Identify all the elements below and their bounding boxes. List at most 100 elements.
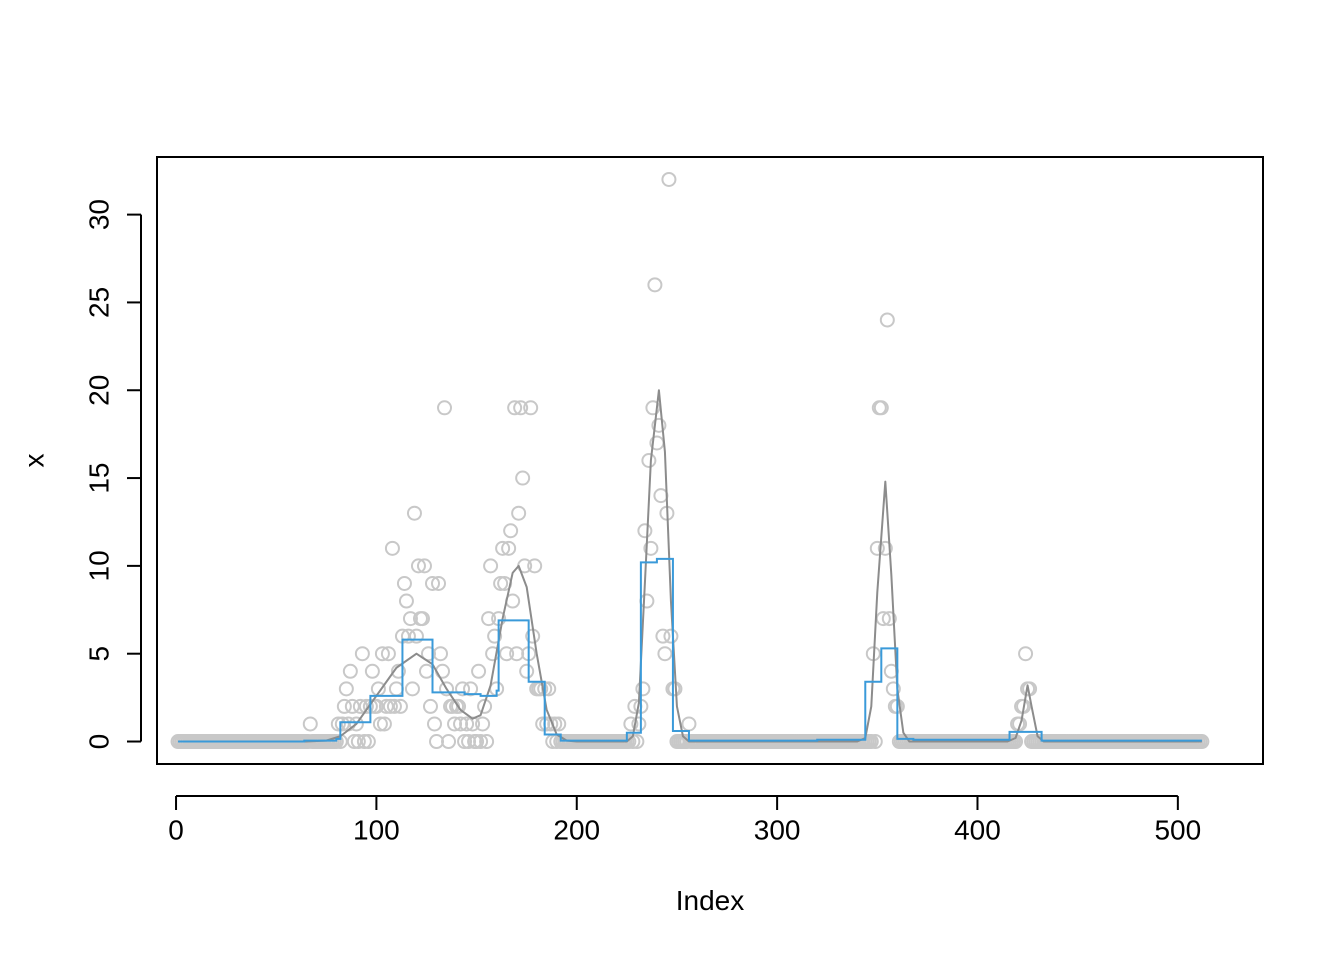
smooth-fit-line: [178, 389, 1202, 743]
y-tick-label: 30: [83, 199, 114, 230]
data-point: [372, 716, 388, 732]
data-point: [378, 698, 394, 714]
data-point: [356, 734, 372, 750]
data-point: [635, 681, 651, 697]
step-fit-line: [178, 557, 1202, 743]
data-point: [681, 716, 697, 732]
data-point: [515, 470, 531, 486]
data-point: [623, 716, 639, 732]
data-points: [170, 171, 1210, 750]
data-point: [408, 628, 424, 644]
data-point: [663, 628, 679, 644]
data-point: [396, 575, 412, 591]
data-point: [427, 716, 442, 732]
data-point: [384, 540, 400, 556]
y-axis: 0 5 10 15 20 25 30: [83, 199, 142, 750]
data-point: [425, 575, 440, 591]
y-tick-label: 0: [83, 734, 114, 750]
data-point: [439, 681, 455, 697]
data-point: [661, 171, 677, 187]
data-point: [302, 716, 318, 732]
data-point: [867, 734, 883, 750]
data-point: [386, 698, 402, 714]
plot-frame: [156, 156, 1264, 765]
data-point: [501, 540, 517, 556]
data-point: [465, 716, 481, 732]
y-tick-label: 10: [83, 550, 114, 581]
data-point: [477, 698, 493, 714]
data-point: [475, 716, 491, 732]
data-point: [655, 628, 671, 644]
data-point: [336, 698, 352, 714]
data-point: [493, 575, 509, 591]
data-point: [342, 663, 358, 679]
data-point: [523, 400, 539, 416]
data-point: [639, 593, 655, 609]
data-point: [881, 611, 897, 627]
data-point: [344, 698, 360, 714]
data-point: [414, 611, 430, 627]
data-point: [877, 540, 893, 556]
data-point: [441, 734, 457, 750]
x-tick-label: 0: [168, 814, 184, 845]
x-tick-label: 500: [1154, 814, 1201, 845]
data-point: [473, 734, 489, 750]
data-point: [352, 698, 368, 714]
data-point: [364, 663, 380, 679]
data-point: [422, 698, 438, 714]
data-point: [507, 400, 523, 416]
data-point: [471, 663, 487, 679]
data-point: [647, 277, 663, 293]
data-point: [645, 400, 661, 416]
y-tick-label: 20: [83, 375, 114, 406]
data-point: [410, 558, 426, 574]
x-axis: 0 100 200 300 400 500: [168, 795, 1201, 845]
data-point: [643, 540, 659, 556]
data-point: [374, 646, 390, 662]
data-point: [404, 681, 420, 697]
data-point: [398, 593, 414, 609]
data-point: [651, 417, 667, 433]
data-point: [380, 646, 396, 662]
data-point: [527, 558, 543, 574]
data-point: [433, 646, 449, 662]
data-point: [487, 628, 503, 644]
data-point: [346, 734, 362, 750]
data-point: [388, 681, 404, 697]
data-point: [406, 505, 422, 521]
data-point: [390, 663, 406, 679]
data-point: [1018, 646, 1034, 662]
data-point: [382, 698, 398, 714]
data-point: [358, 698, 374, 714]
x-tick-label: 300: [754, 814, 801, 845]
data-point: [481, 611, 497, 627]
data-point: [334, 716, 350, 732]
data-point: [879, 312, 895, 328]
y-tick-label: 5: [83, 646, 114, 662]
data-point: [495, 540, 511, 556]
data-point: [499, 646, 515, 662]
data-point: [885, 681, 901, 697]
data-point: [631, 716, 647, 732]
data-point: [629, 734, 645, 750]
x-tick-label: 200: [553, 814, 600, 845]
data-point: [360, 734, 376, 750]
data-point: [513, 400, 529, 416]
data-point: [511, 505, 527, 521]
data-point: [869, 540, 885, 556]
data-point: [463, 681, 479, 697]
data-point: [354, 646, 370, 662]
data-point: [637, 523, 653, 539]
data-point: [400, 628, 416, 644]
data-point: [653, 488, 669, 504]
y-axis-title: x: [18, 454, 49, 468]
data-point: [519, 663, 535, 679]
data-point: [392, 698, 408, 714]
data-point: [863, 734, 879, 750]
data-point: [437, 400, 453, 416]
data-point: [483, 558, 499, 574]
data-point: [503, 523, 519, 539]
y-tick-label: 25: [83, 287, 114, 318]
data-point: [451, 698, 467, 714]
data-point: [418, 663, 434, 679]
